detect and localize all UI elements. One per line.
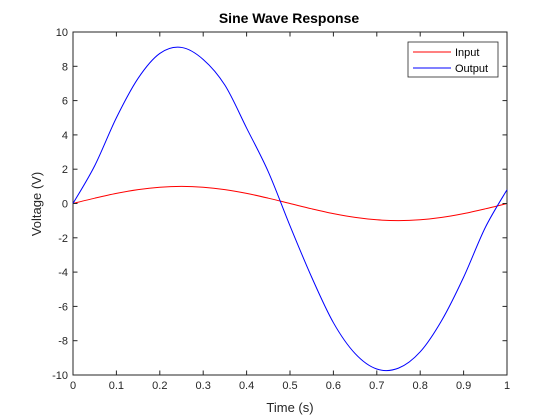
y-tick-label: 0 bbox=[62, 199, 68, 211]
x-tick-label: 0.2 bbox=[152, 380, 167, 392]
x-tick-label: 0.6 bbox=[326, 380, 341, 392]
y-axis-label: Voltage (V) bbox=[29, 172, 44, 236]
plot-area: 0 0.1 0.2 0.3 0.4 0.5 0.6 0.7 0.8 0.9 1 -10 -8 -6 -4 -2… bbox=[52, 27, 510, 392]
series-line-output bbox=[72, 46, 508, 372]
legend-label-output: Output bbox=[455, 63, 488, 75]
legend: Input Output bbox=[407, 41, 499, 78]
x-tick-label: 0.4 bbox=[239, 380, 254, 392]
chart-title: Sine Wave Response bbox=[219, 10, 360, 26]
y-tick-label: -8 bbox=[58, 336, 68, 348]
y-tick-label: -4 bbox=[58, 267, 68, 279]
y-tick-label: 6 bbox=[62, 96, 68, 108]
x-tick-label: 0.9 bbox=[456, 380, 471, 392]
x-tick-label: 0 bbox=[70, 380, 76, 392]
y-tick-label: 10 bbox=[56, 27, 68, 39]
x-tick-label: 0.8 bbox=[413, 380, 428, 392]
x-tick-label: 0.3 bbox=[196, 380, 211, 392]
y-tick-label: -2 bbox=[58, 233, 68, 245]
legend-label-input: Input bbox=[455, 47, 479, 59]
y-tick-label: -10 bbox=[52, 370, 68, 382]
y-tick-label: 8 bbox=[62, 61, 68, 73]
x-tick-label: 0.5 bbox=[282, 380, 297, 392]
y-tick-label: 4 bbox=[62, 130, 68, 142]
series-line-input bbox=[72, 185, 508, 222]
x-tick-label: 0.7 bbox=[369, 380, 384, 392]
series-layer bbox=[72, 46, 508, 372]
y-tick-label: -6 bbox=[58, 301, 68, 313]
y-tick-label: 2 bbox=[62, 164, 68, 176]
x-tick-label: 1 bbox=[504, 380, 510, 392]
x-tick-label: 0.1 bbox=[109, 380, 124, 392]
legend-box bbox=[407, 41, 499, 78]
tick-layer: 0 0.1 0.2 0.3 0.4 0.5 0.6 0.7 0.8 0.9 1 -10 -8 -6 -4 -2… bbox=[52, 27, 510, 392]
x-axis-label: Time (s) bbox=[266, 400, 313, 415]
